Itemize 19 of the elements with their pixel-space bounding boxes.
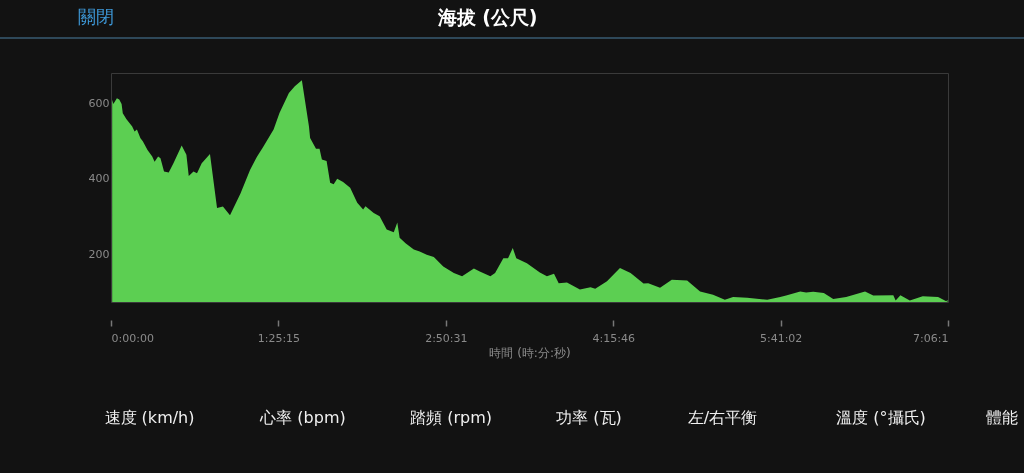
y-tick-label: 600 bbox=[88, 96, 110, 110]
text: 溫度 (°攝氏) bbox=[836, 408, 926, 427]
text: 踏頻 (rpm) bbox=[410, 408, 492, 427]
text: 左/右平衡 bbox=[687, 408, 758, 427]
text: 關閉 bbox=[78, 6, 114, 27]
text: 速度 (km/h) bbox=[104, 408, 195, 427]
text: 功率 (瓦) bbox=[556, 408, 622, 427]
x-tick-label: 4:15:46 bbox=[592, 331, 635, 345]
text: 體能 bbox=[986, 408, 1018, 427]
x-tick-label: 1:25:15 bbox=[257, 331, 301, 345]
text: 心率 (bpm) bbox=[259, 408, 346, 427]
x-axis-title: 時間 (時:分:秒) bbox=[489, 345, 571, 360]
x-tick-label: 5:41:02 bbox=[759, 331, 803, 345]
chart-title: 海拔 (公尺) bbox=[436, 6, 538, 28]
x-tick-label: 2:50:31 bbox=[425, 331, 468, 345]
y-tick-label: 400 bbox=[88, 172, 110, 186]
y-tick-label: 200 bbox=[88, 247, 110, 261]
x-tick-label: 7:06:1 bbox=[913, 331, 949, 345]
x-tick-label: 0:00:00 bbox=[111, 331, 154, 345]
